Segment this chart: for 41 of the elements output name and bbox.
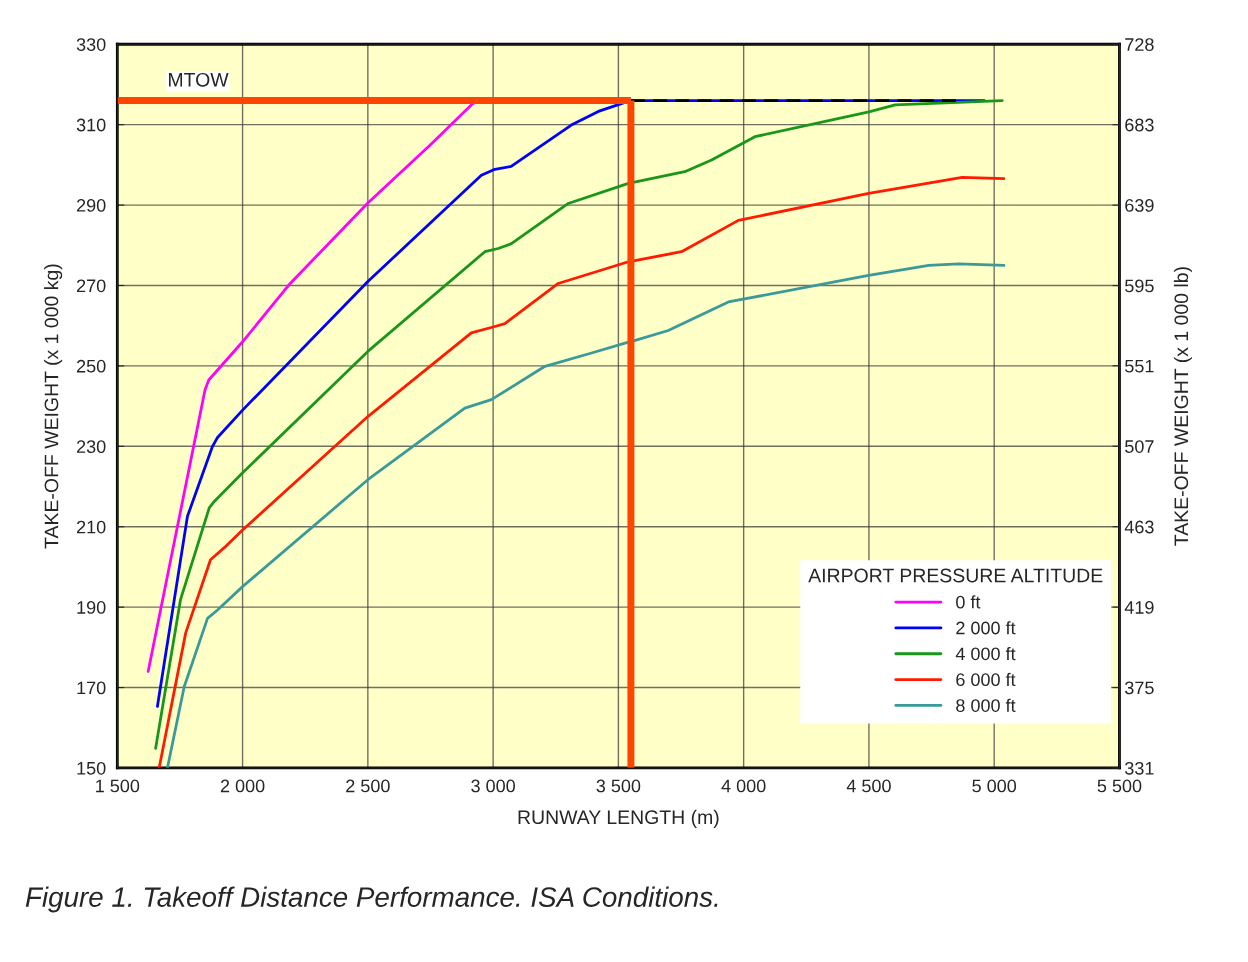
caption: Figure 1. Takeoff Distance Performance. ISA Conditions. bbox=[25, 886, 718, 913]
x-tick-label: 2 000 bbox=[220, 779, 265, 793]
legend-label: 6 000 ft bbox=[956, 672, 1016, 687]
y-tick-label: 170 bbox=[77, 681, 106, 695]
y-tick-label: 190 bbox=[77, 601, 106, 614]
line-series bbox=[166, 262, 1006, 768]
x-tick-label: 1 500 bbox=[96, 779, 140, 793]
y2-axis-title: TAKE-OFF WEIGHT (x 1 000 lb) bbox=[1173, 267, 1192, 546]
y2-tick-label: 331 bbox=[1125, 761, 1154, 775]
y-tick-label: 250 bbox=[76, 359, 106, 373]
y-axis-title: TAKE-OFF WEIGHT (x 1 000 kg) bbox=[44, 264, 63, 549]
legend-label: 2 000 ft bbox=[956, 621, 1016, 635]
x-tick-label: 4 000 bbox=[721, 779, 766, 793]
y-tick-label: 230 bbox=[76, 440, 106, 454]
x-tick-label: 5 000 bbox=[972, 779, 1017, 793]
y-tick-label: 210 bbox=[76, 520, 106, 534]
legend-label: 8 000 ft bbox=[956, 698, 1016, 712]
x-tick-label: 3 000 bbox=[471, 779, 515, 793]
x-tick-label: 2 500 bbox=[346, 779, 390, 793]
legend-title: AIRPORT PRESSURE ALTITUDE bbox=[808, 568, 1103, 583]
y2-tick-label: 595 bbox=[1125, 279, 1154, 293]
y2-tick-label: 639 bbox=[1125, 199, 1154, 212]
y2-tick-label: 507 bbox=[1125, 440, 1154, 453]
y2-tick-label: 419 bbox=[1124, 601, 1154, 614]
x-tick-label: 3 500 bbox=[596, 779, 641, 793]
y-tick-label: 150 bbox=[77, 761, 106, 775]
y-tick-label: 290 bbox=[76, 199, 106, 212]
y-tick-label: 270 bbox=[76, 279, 106, 293]
ref-line-label: MTOW bbox=[169, 72, 229, 87]
x-tick-label: 5 500 bbox=[1097, 779, 1142, 793]
y2-tick-label: 683 bbox=[1125, 118, 1154, 132]
x-tick-label: 4 500 bbox=[846, 779, 891, 793]
legend-label: 4 000 ft bbox=[955, 647, 1016, 661]
y2-tick-label: 463 bbox=[1124, 520, 1154, 534]
y-tick-label: 330 bbox=[76, 38, 106, 51]
y-tick-label: 310 bbox=[76, 118, 106, 132]
y2-tick-label: 728 bbox=[1125, 38, 1154, 51]
legend-label: 0 ft bbox=[956, 595, 981, 609]
x-axis-title: RUNWAY LENGTH (m) bbox=[518, 809, 719, 828]
y2-tick-label: 551 bbox=[1125, 359, 1154, 373]
y2-tick-label: 375 bbox=[1125, 681, 1154, 695]
